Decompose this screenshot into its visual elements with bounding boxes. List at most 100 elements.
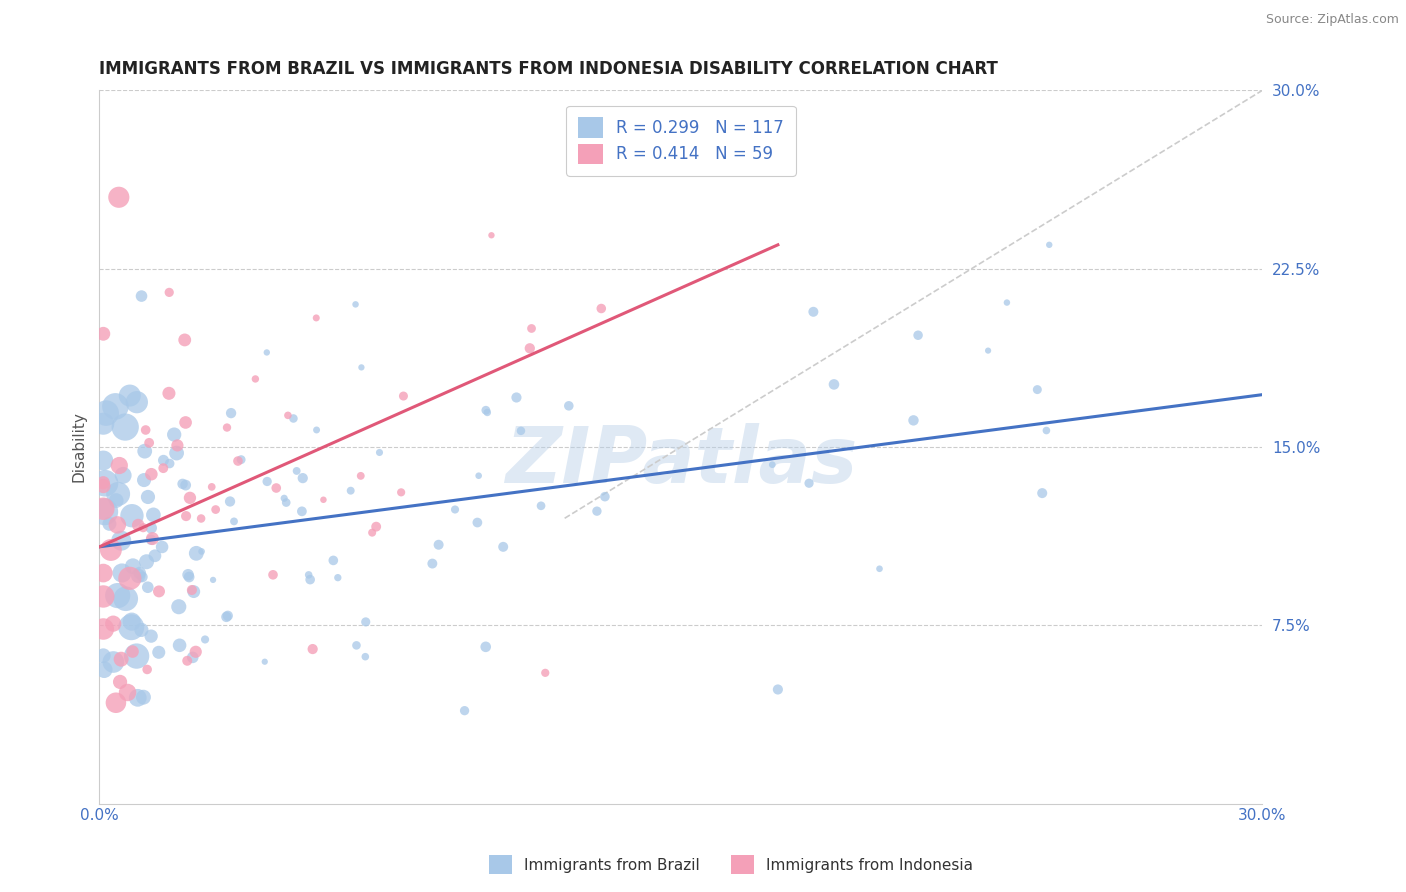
- Point: [91, 566, 114, 580]
- Point: [166, 438, 188, 452]
- Point: [103, 616, 125, 631]
- Point: [803, 305, 825, 319]
- Point: [184, 645, 207, 659]
- Point: [98, 516, 121, 531]
- Point: [150, 540, 173, 554]
- Point: [305, 423, 328, 437]
- Point: [136, 663, 159, 677]
- Point: [1031, 486, 1053, 500]
- Point: [157, 285, 180, 300]
- Point: [245, 372, 267, 386]
- Point: [1026, 383, 1049, 397]
- Point: [474, 640, 496, 654]
- Point: [766, 682, 789, 697]
- Point: [121, 644, 143, 658]
- Point: [117, 685, 139, 699]
- Point: [510, 424, 533, 438]
- Point: [179, 491, 201, 505]
- Point: [142, 508, 165, 522]
- Point: [167, 599, 190, 614]
- Point: [176, 654, 198, 668]
- Point: [475, 403, 498, 417]
- Point: [127, 690, 149, 705]
- Point: [467, 516, 489, 530]
- Point: [152, 461, 174, 475]
- Point: [107, 589, 129, 603]
- Point: [107, 487, 129, 501]
- Point: [299, 573, 322, 587]
- Point: [215, 610, 238, 624]
- Point: [204, 502, 226, 516]
- Point: [256, 475, 278, 489]
- Point: [190, 511, 212, 525]
- Point: [108, 674, 131, 689]
- Point: [586, 504, 609, 518]
- Point: [907, 328, 929, 343]
- Point: [111, 566, 134, 580]
- Point: [180, 582, 202, 597]
- Point: [444, 502, 467, 516]
- Point: [105, 493, 128, 508]
- Point: [127, 569, 149, 583]
- Point: [138, 435, 160, 450]
- Point: [91, 479, 114, 493]
- Point: [118, 388, 141, 402]
- Point: [108, 458, 131, 473]
- Point: [141, 532, 163, 546]
- Point: [139, 533, 162, 547]
- Point: [131, 623, 153, 637]
- Point: [350, 468, 373, 483]
- Point: [152, 453, 174, 467]
- Point: [276, 495, 298, 509]
- Point: [277, 409, 299, 423]
- Point: [202, 573, 225, 587]
- Point: [797, 476, 820, 491]
- Point: [135, 423, 157, 437]
- Point: [354, 649, 377, 664]
- Point: [159, 457, 181, 471]
- Point: [91, 326, 114, 341]
- Point: [481, 228, 503, 243]
- Point: [181, 650, 204, 665]
- Point: [93, 663, 115, 677]
- Point: [519, 341, 541, 355]
- Point: [219, 406, 242, 420]
- Point: [492, 540, 515, 554]
- Point: [91, 590, 114, 604]
- Point: [301, 642, 323, 657]
- Point: [427, 538, 450, 552]
- Point: [256, 345, 278, 359]
- Point: [135, 555, 157, 569]
- Point: [291, 504, 314, 518]
- Point: [312, 492, 335, 507]
- Point: [1038, 237, 1060, 252]
- Point: [108, 190, 131, 204]
- Point: [201, 480, 224, 494]
- Point: [131, 289, 153, 303]
- Text: ZIPatlas: ZIPatlas: [505, 423, 858, 500]
- Point: [143, 549, 166, 563]
- Point: [177, 567, 200, 582]
- Point: [114, 420, 136, 434]
- Point: [94, 476, 117, 491]
- Point: [121, 615, 143, 629]
- Point: [530, 499, 553, 513]
- Point: [283, 411, 305, 425]
- Point: [132, 473, 155, 487]
- Point: [534, 665, 557, 680]
- Text: Source: ZipAtlas.com: Source: ZipAtlas.com: [1265, 13, 1399, 27]
- Point: [110, 533, 132, 548]
- Point: [179, 570, 201, 584]
- Point: [141, 521, 163, 535]
- Point: [148, 584, 170, 599]
- Point: [505, 391, 527, 405]
- Point: [91, 648, 114, 663]
- Point: [131, 570, 153, 584]
- Point: [93, 505, 115, 519]
- Point: [186, 546, 208, 560]
- Point: [354, 615, 377, 629]
- Point: [91, 622, 114, 636]
- Point: [262, 567, 284, 582]
- Point: [392, 389, 415, 403]
- Point: [96, 406, 118, 420]
